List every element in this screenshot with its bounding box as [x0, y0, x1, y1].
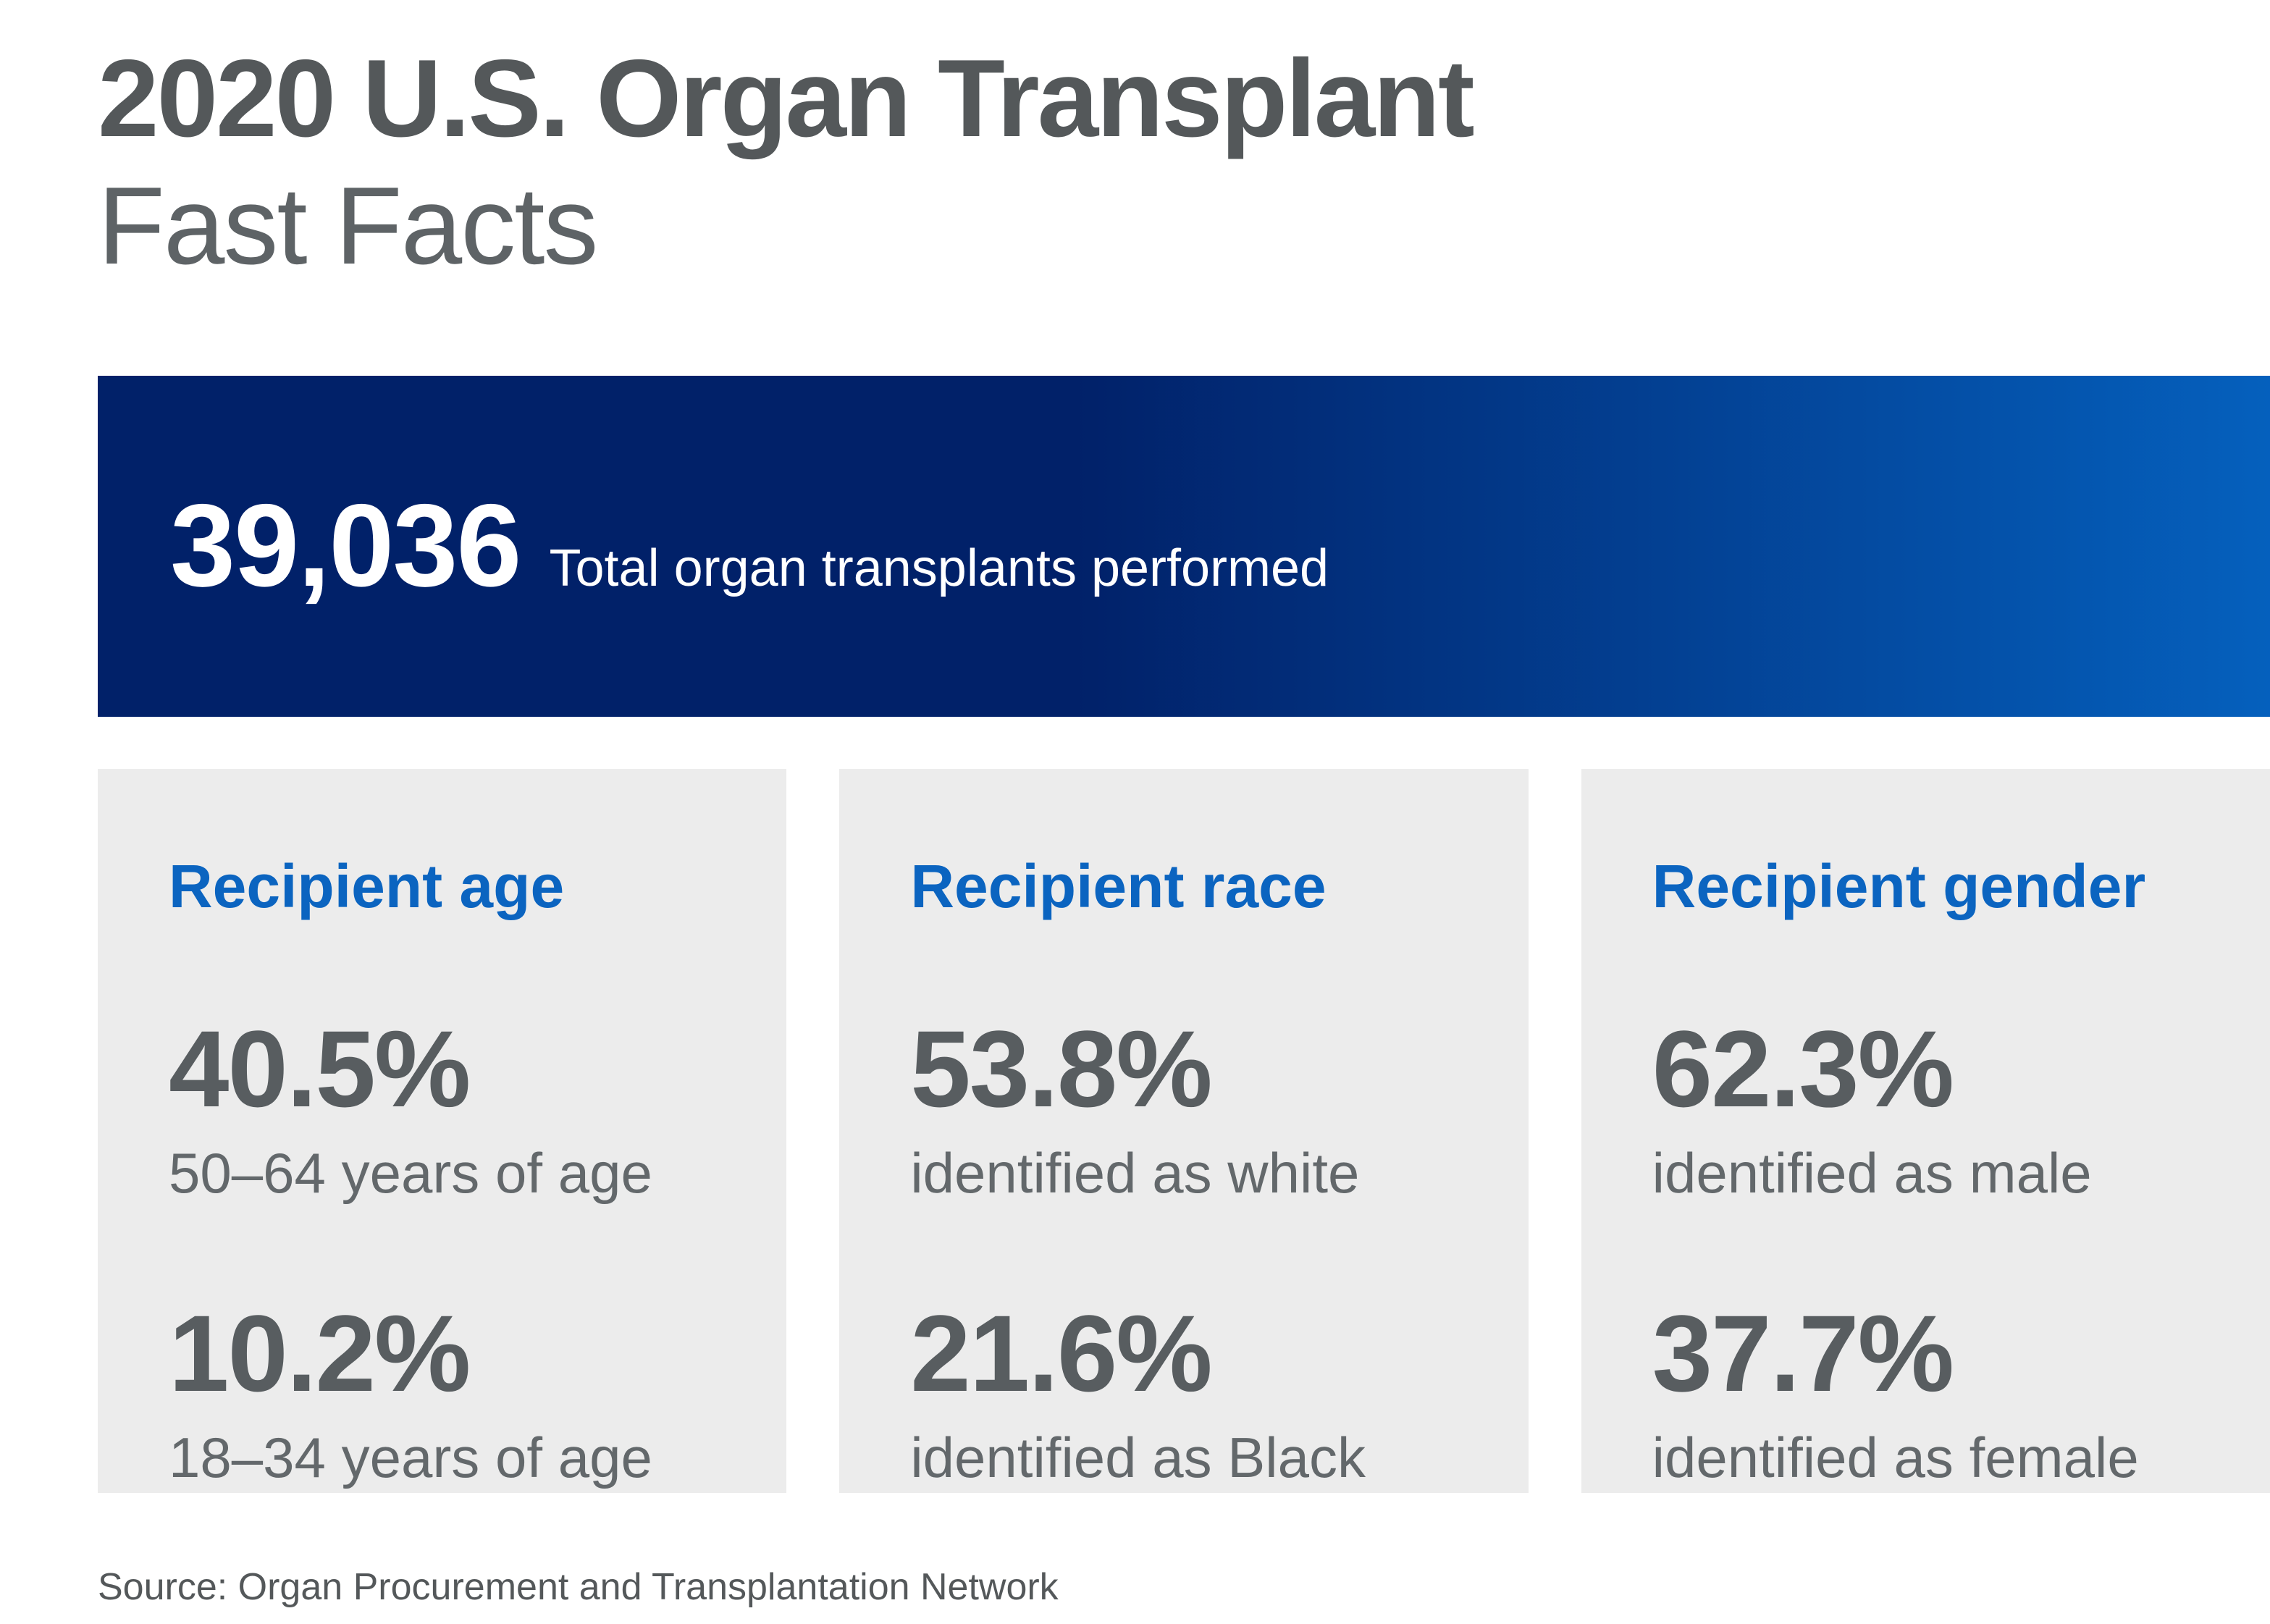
stat-label: 50–64 years of age	[169, 1140, 652, 1205]
stat-value: 10.2%	[169, 1292, 471, 1414]
stat-value: 37.7%	[1652, 1292, 1954, 1414]
card-heading: Recipient race	[910, 851, 1327, 920]
page-subtitle: Fast Facts	[98, 164, 598, 288]
total-transplants-row: 39,036 Total organ transplants performed	[98, 487, 1329, 605]
total-transplants-banner: 39,036 Total organ transplants performed	[98, 375, 2270, 717]
stat-cards-row: Recipient age 40.5% 50–64 years of age 1…	[98, 768, 2270, 1493]
stat-value: 53.8%	[910, 1007, 1212, 1129]
stat-label: identified as Black	[910, 1425, 1366, 1489]
stat-value: 21.6%	[910, 1292, 1212, 1414]
total-transplants-label: Total organ transplants performed	[549, 539, 1329, 598]
stat-label: identified as male	[1652, 1140, 2092, 1205]
stat-label: identified as white	[910, 1140, 1360, 1205]
source-attribution: Source: Organ Procurement and Transplant…	[98, 1565, 1059, 1608]
stat-card-recipient-gender: Recipient gender 62.3% identified as mal…	[1581, 768, 2270, 1493]
stat-value: 62.3%	[1652, 1007, 1954, 1129]
page-title-block: 2020 U.S. Organ Transplant Fast Facts	[0, 0, 2270, 290]
stat-label: 18–34 years of age	[169, 1425, 652, 1489]
card-heading: Recipient gender	[1652, 851, 2146, 920]
stat-card-recipient-age: Recipient age 40.5% 50–64 years of age 1…	[98, 768, 787, 1493]
stat-value: 40.5%	[169, 1007, 471, 1129]
stat-card-recipient-race: Recipient race 53.8% identified as white…	[839, 768, 1529, 1493]
stat-label: identified as female	[1652, 1425, 2139, 1489]
card-heading: Recipient age	[169, 851, 565, 920]
total-transplants-value: 39,036	[170, 480, 521, 612]
page-title: 2020 U.S. Organ Transplant	[98, 37, 1475, 160]
